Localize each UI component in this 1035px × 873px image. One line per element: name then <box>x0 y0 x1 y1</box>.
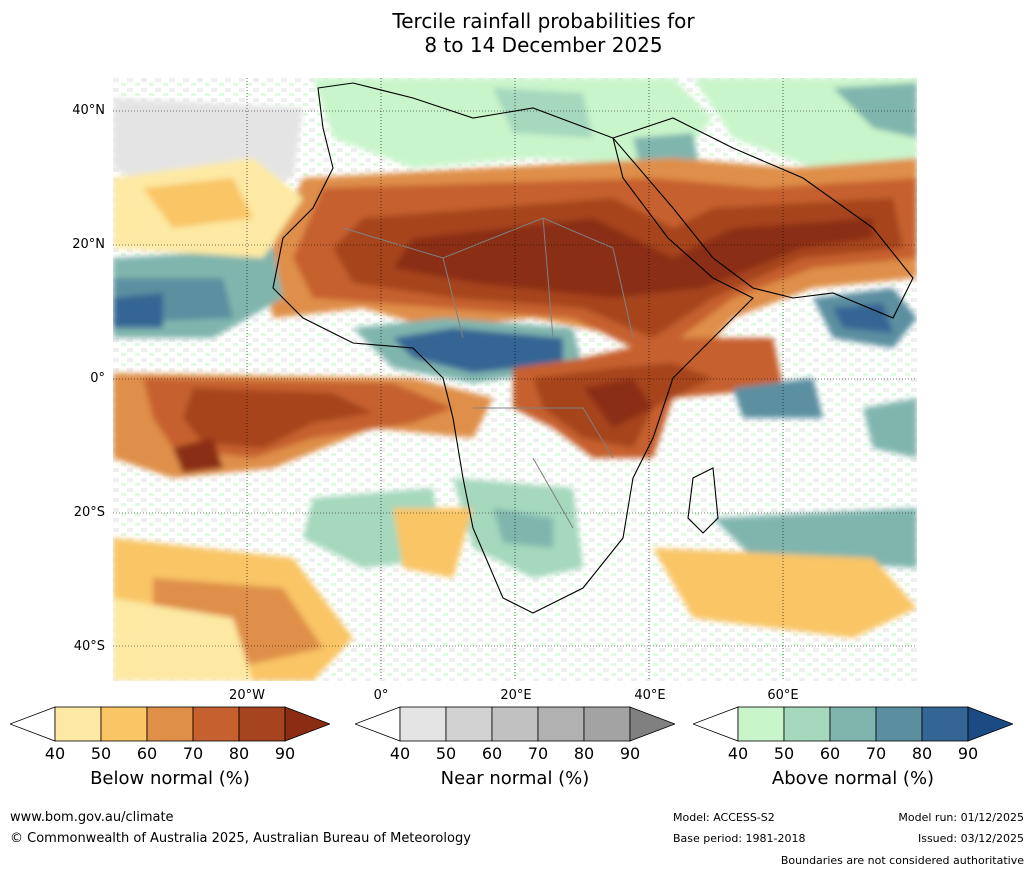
colorbar-near-box-2 <box>491 706 539 742</box>
graticule <box>113 78 917 681</box>
lon-label-40e: 40°E <box>634 688 666 703</box>
lat-label-20n: 20°N <box>72 237 105 252</box>
footer-issued: Issued: 03/12/2025 <box>917 832 1024 845</box>
map-canvas <box>113 78 917 681</box>
internal-boundaries <box>342 217 634 529</box>
footer-base-period: Base period: 1981-2018 <box>673 832 806 845</box>
lat-label-40s: 40°S <box>73 639 105 654</box>
country-boundaries <box>272 82 914 614</box>
colorbar-above-tick: 50 <box>773 744 795 763</box>
colorbar-near-box-0 <box>399 706 447 742</box>
colorbar-below-title: Below normal (%) <box>90 768 250 789</box>
map-title-line1: Tercile rainfall probabilities for <box>392 9 695 33</box>
footer-disclaimer: Boundaries are not considered authoritat… <box>780 854 1024 867</box>
footer-copyright: © Commonwealth of Australia 2025, Austra… <box>10 831 471 846</box>
colorbar-below-tick: 40 <box>44 744 66 763</box>
footer-model-run: Model run: 01/12/2025 <box>898 811 1024 824</box>
lon-label-60e: 60°E <box>767 688 799 703</box>
lon-label-0: 0° <box>373 688 389 703</box>
colorbar-below-tick: 60 <box>136 744 158 763</box>
probability-map <box>113 78 917 681</box>
colorbar-above-box-0 <box>737 706 785 742</box>
colorbar-near-title: Near normal (%) <box>440 768 590 789</box>
colorbar-near-box-1 <box>445 706 493 742</box>
colorbar-near-tick: 90 <box>619 744 641 763</box>
footer-url: www.bom.gov.au/climate <box>10 810 174 825</box>
colorbar-below-high-arrow <box>284 706 332 742</box>
colorbar-below-tick: 50 <box>90 744 112 763</box>
colorbar-below-box-3 <box>192 706 240 742</box>
colorbar-near-tick: 70 <box>527 744 549 763</box>
colorbar-above-high-arrow <box>967 706 1015 742</box>
colorbar-below-box-1 <box>100 706 148 742</box>
colorbar-below-tick: 80 <box>228 744 250 763</box>
colorbar-below-box-2 <box>146 706 194 742</box>
colorbar-near-high-arrow <box>629 706 677 742</box>
colorbar-above-tick: 60 <box>819 744 841 763</box>
colorbar-above-tick: 70 <box>865 744 887 763</box>
colorbar-above-box-4 <box>921 706 969 742</box>
colorbar-below-tick: 90 <box>274 744 296 763</box>
colorbar-below: 40 50 60 70 80 90 Below normal (%) <box>8 706 332 789</box>
colorbar-below-box-4 <box>238 706 286 742</box>
colorbar-near-tick: 50 <box>435 744 457 763</box>
colorbar-near-tick: 80 <box>573 744 595 763</box>
colorbar-above: 40 50 60 70 80 90 Above normal (%) <box>691 706 1015 789</box>
colorbar-above-low-arrow <box>691 706 739 742</box>
colorbar-above-title: Above normal (%) <box>771 768 935 789</box>
lon-label-20e: 20°E <box>500 688 532 703</box>
probability-fields <box>113 78 917 681</box>
colorbar-above-box-2 <box>829 706 877 742</box>
colorbar-near-svg <box>353 706 677 742</box>
footer-model: Model: ACCESS-S2 <box>673 811 775 824</box>
colorbar-below-box-0 <box>54 706 102 742</box>
colorbar-near-tick: 40 <box>389 744 411 763</box>
colorbar-above-tick: 40 <box>727 744 749 763</box>
colorbar-above-tick: 80 <box>911 744 933 763</box>
lat-label-40n: 40°N <box>72 103 105 118</box>
lat-label-20s: 20°S <box>73 505 105 520</box>
colorbar-below-low-arrow <box>8 706 56 742</box>
colorbar-near-box-3 <box>537 706 585 742</box>
lat-label-0: 0° <box>90 371 105 386</box>
colorbar-near-tick: 60 <box>481 744 503 763</box>
colorbar-below-tick: 70 <box>182 744 204 763</box>
colorbar-above-box-1 <box>783 706 831 742</box>
lon-label-20w: 20°W <box>229 688 265 703</box>
colorbar-above-svg <box>691 706 1015 742</box>
colorbar-near-low-arrow <box>353 706 401 742</box>
colorbar-below-svg <box>8 706 332 742</box>
colorbar-above-tick: 90 <box>957 744 979 763</box>
colorbar-above-box-3 <box>875 706 923 742</box>
colorbar-near: 40 50 60 70 80 90 Near normal (%) <box>353 706 677 789</box>
map-title-line2: 8 to 14 December 2025 <box>424 33 663 57</box>
colorbar-near-box-4 <box>583 706 631 742</box>
